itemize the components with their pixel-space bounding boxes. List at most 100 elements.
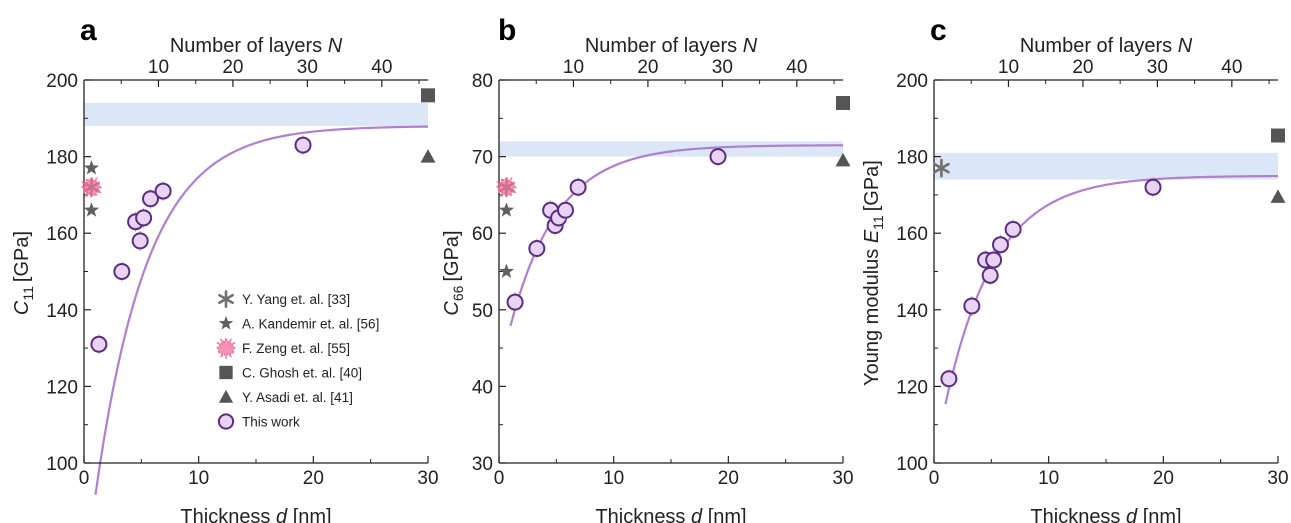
panel-c-plot: 0 10 20 30 10 20 30 40 100 120 140 160 180 200	[896, 57, 1288, 489]
panel-a-star-point	[83, 202, 100, 217]
panel-b-y-tick-label: 70	[472, 148, 493, 169]
panel-c-x-axis-title: Thickness d [nm]	[1030, 506, 1181, 523]
panel-c-circle-point	[1004, 220, 1022, 238]
panel-a-circle-point	[113, 263, 131, 280]
panel-b-plot: 0 10 20 30 10 20 30 40 30 40 50 60 70 80	[472, 57, 854, 489]
panel-c-top-tick-label: 40	[1221, 57, 1242, 78]
panel-b-x-tick-label: 0	[494, 468, 505, 489]
panel-a-x-axis-title: Thickness d [nm]	[180, 506, 331, 523]
panel-c-y-tick-label: 120	[896, 377, 928, 398]
panel-a-plot: 0 10 20 30 10 20 30 40 100 120 140 160 180 200	[46, 57, 439, 495]
panel-c-y-tick-label: 100	[896, 454, 928, 475]
panel-c: c 0 10 20 30 10 20 30 40 100 120 140 160 180 200 Thic…	[861, 14, 1289, 523]
panel-b-x-axis-title: Thickness d [nm]	[595, 506, 746, 523]
panel-c-y-tick-label: 200	[896, 71, 928, 92]
panel-a-x-tick-label: 10	[188, 468, 209, 489]
legend-burst-icon	[214, 336, 238, 360]
legend-asterisk-icon	[218, 290, 234, 308]
panel-c-y-tick-label: 180	[896, 148, 928, 169]
panel-b-circle-point	[528, 240, 546, 258]
legend-entry-label: Y. Asadi et. al. [41]	[242, 390, 353, 405]
panel-c-fit-curve	[944, 174, 1279, 405]
panel-c-top-tick-label: 10	[998, 57, 1019, 78]
panel-c-bulk-band	[934, 152, 1278, 180]
panel-a-circle-point	[131, 232, 149, 250]
panel-a-letter: a	[80, 14, 97, 47]
legend-entry-label: This work	[242, 415, 300, 430]
panel-a-top-tick-label: 30	[297, 57, 318, 78]
panel-b-y-tick-label: 80	[472, 71, 493, 92]
panel-a-square-point	[421, 88, 435, 103]
panel-c-square-point	[1271, 128, 1285, 143]
panel-a-fit-curve	[94, 125, 429, 495]
panel-b-fit-curve	[509, 144, 844, 327]
panel-c-x-tick-label: 10	[1038, 468, 1059, 489]
panel-a-x-tick-label: 20	[303, 468, 324, 489]
panel-b-star-point	[498, 263, 515, 278]
legend-star-icon	[218, 315, 234, 330]
legend-entry-label: A. Kandemir et. al. [56]	[242, 317, 379, 332]
panel-a-circle-point	[135, 209, 153, 227]
legend-entry-label: C. Ghosh et. al. [40]	[242, 366, 362, 381]
panel-b-star-point	[498, 202, 515, 217]
panel-a-y-tick-label: 200	[46, 71, 78, 92]
panel-a-top-axis-title: Number of layers N	[170, 35, 343, 57]
panel-c-circle-point	[985, 251, 1003, 269]
panel-b-square-point	[836, 95, 850, 110]
panel-b-top-tick-label: 40	[786, 57, 807, 78]
panel-c-top-axis-title: Number of layers N	[1020, 35, 1193, 57]
panel-a-top-tick-label: 40	[371, 57, 392, 78]
panel-c-y-tick-label: 160	[896, 224, 928, 245]
panel-a-y-tick-label: 140	[46, 301, 78, 322]
legend-entry-label: Y. Yang et. al. [33]	[242, 292, 350, 307]
panel-a-burst-point	[79, 175, 104, 200]
panel-b-y-tick-label: 40	[472, 377, 493, 398]
panel-b-x-tick-label: 10	[603, 468, 624, 489]
panel-a-top-tick-label: 20	[222, 57, 243, 78]
legend-triangle-icon	[218, 389, 234, 403]
panel-c-circle-point	[963, 297, 981, 315]
panel-c-circle-point	[940, 370, 958, 388]
panel-c-y-tick-label: 140	[896, 301, 928, 322]
legend-square-icon	[219, 365, 233, 380]
panel-a-top-tick-label: 10	[148, 57, 169, 78]
panel-b-triangle-point	[835, 152, 851, 167]
panel-a-circle-point	[142, 190, 160, 208]
panel-b-y-tick-label: 50	[472, 301, 493, 322]
panel-b-top-tick-label: 10	[563, 57, 584, 78]
panel-b: b 0 10 20 30 10 20 30 40 30 40 50 60 70 80 Thickness …	[441, 14, 854, 523]
panel-a-y-tick-label: 160	[46, 224, 78, 245]
panel-c-asterisk-point	[933, 158, 950, 178]
panel-c-circle-point	[981, 266, 999, 284]
panel-a-y-tick-label: 100	[46, 454, 78, 475]
panel-b-burst-point	[494, 175, 519, 200]
panel-a-y-axis-title: C11[GPa]	[11, 231, 36, 315]
panel-b-x-tick-label: 30	[832, 468, 853, 489]
panel-b-y-tick-label: 60	[472, 224, 493, 245]
panel-c-circle-point	[1144, 178, 1162, 196]
panel-a-circle-point	[154, 182, 172, 200]
panel-a-circle-point	[90, 335, 108, 353]
panel-a-star-point	[83, 160, 100, 175]
panel-b-circle-point	[557, 201, 575, 219]
panel-b-top-axis-title: Number of layers N	[585, 35, 758, 57]
panel-a-x-tick-label: 0	[79, 468, 90, 489]
panel-b-top-tick-label: 30	[712, 57, 733, 78]
panel-c-circle-point	[992, 236, 1010, 254]
panel-b-bulk-band	[499, 141, 843, 157]
panel-a-y-tick-label: 120	[46, 377, 78, 398]
panel-c-top-tick-label: 20	[1072, 57, 1093, 78]
legend-entry-label: F. Zeng et. al. [55]	[242, 341, 350, 356]
panel-c-x-tick-label: 30	[1267, 468, 1288, 489]
panel-b-circle-point	[506, 293, 524, 311]
panel-a: a 0 10 20 30 10 20 30 40 100 120 140 160 180 200 Thic…	[11, 14, 439, 523]
panel-b-circle-point	[709, 148, 727, 166]
panel-a-triangle-point	[420, 149, 436, 163]
panel-c-y-axis-title: Young modulus E11[GPa]	[861, 160, 886, 386]
panel-b-y-axis-title: C66[GPa]	[441, 230, 466, 315]
panel-c-top-tick-label: 30	[1147, 57, 1168, 78]
panel-c-triangle-point	[1270, 189, 1286, 203]
panel-a-y-tick-label: 180	[46, 148, 78, 169]
legend-circle-icon	[217, 413, 235, 430]
panel-b-circle-point	[569, 178, 587, 196]
